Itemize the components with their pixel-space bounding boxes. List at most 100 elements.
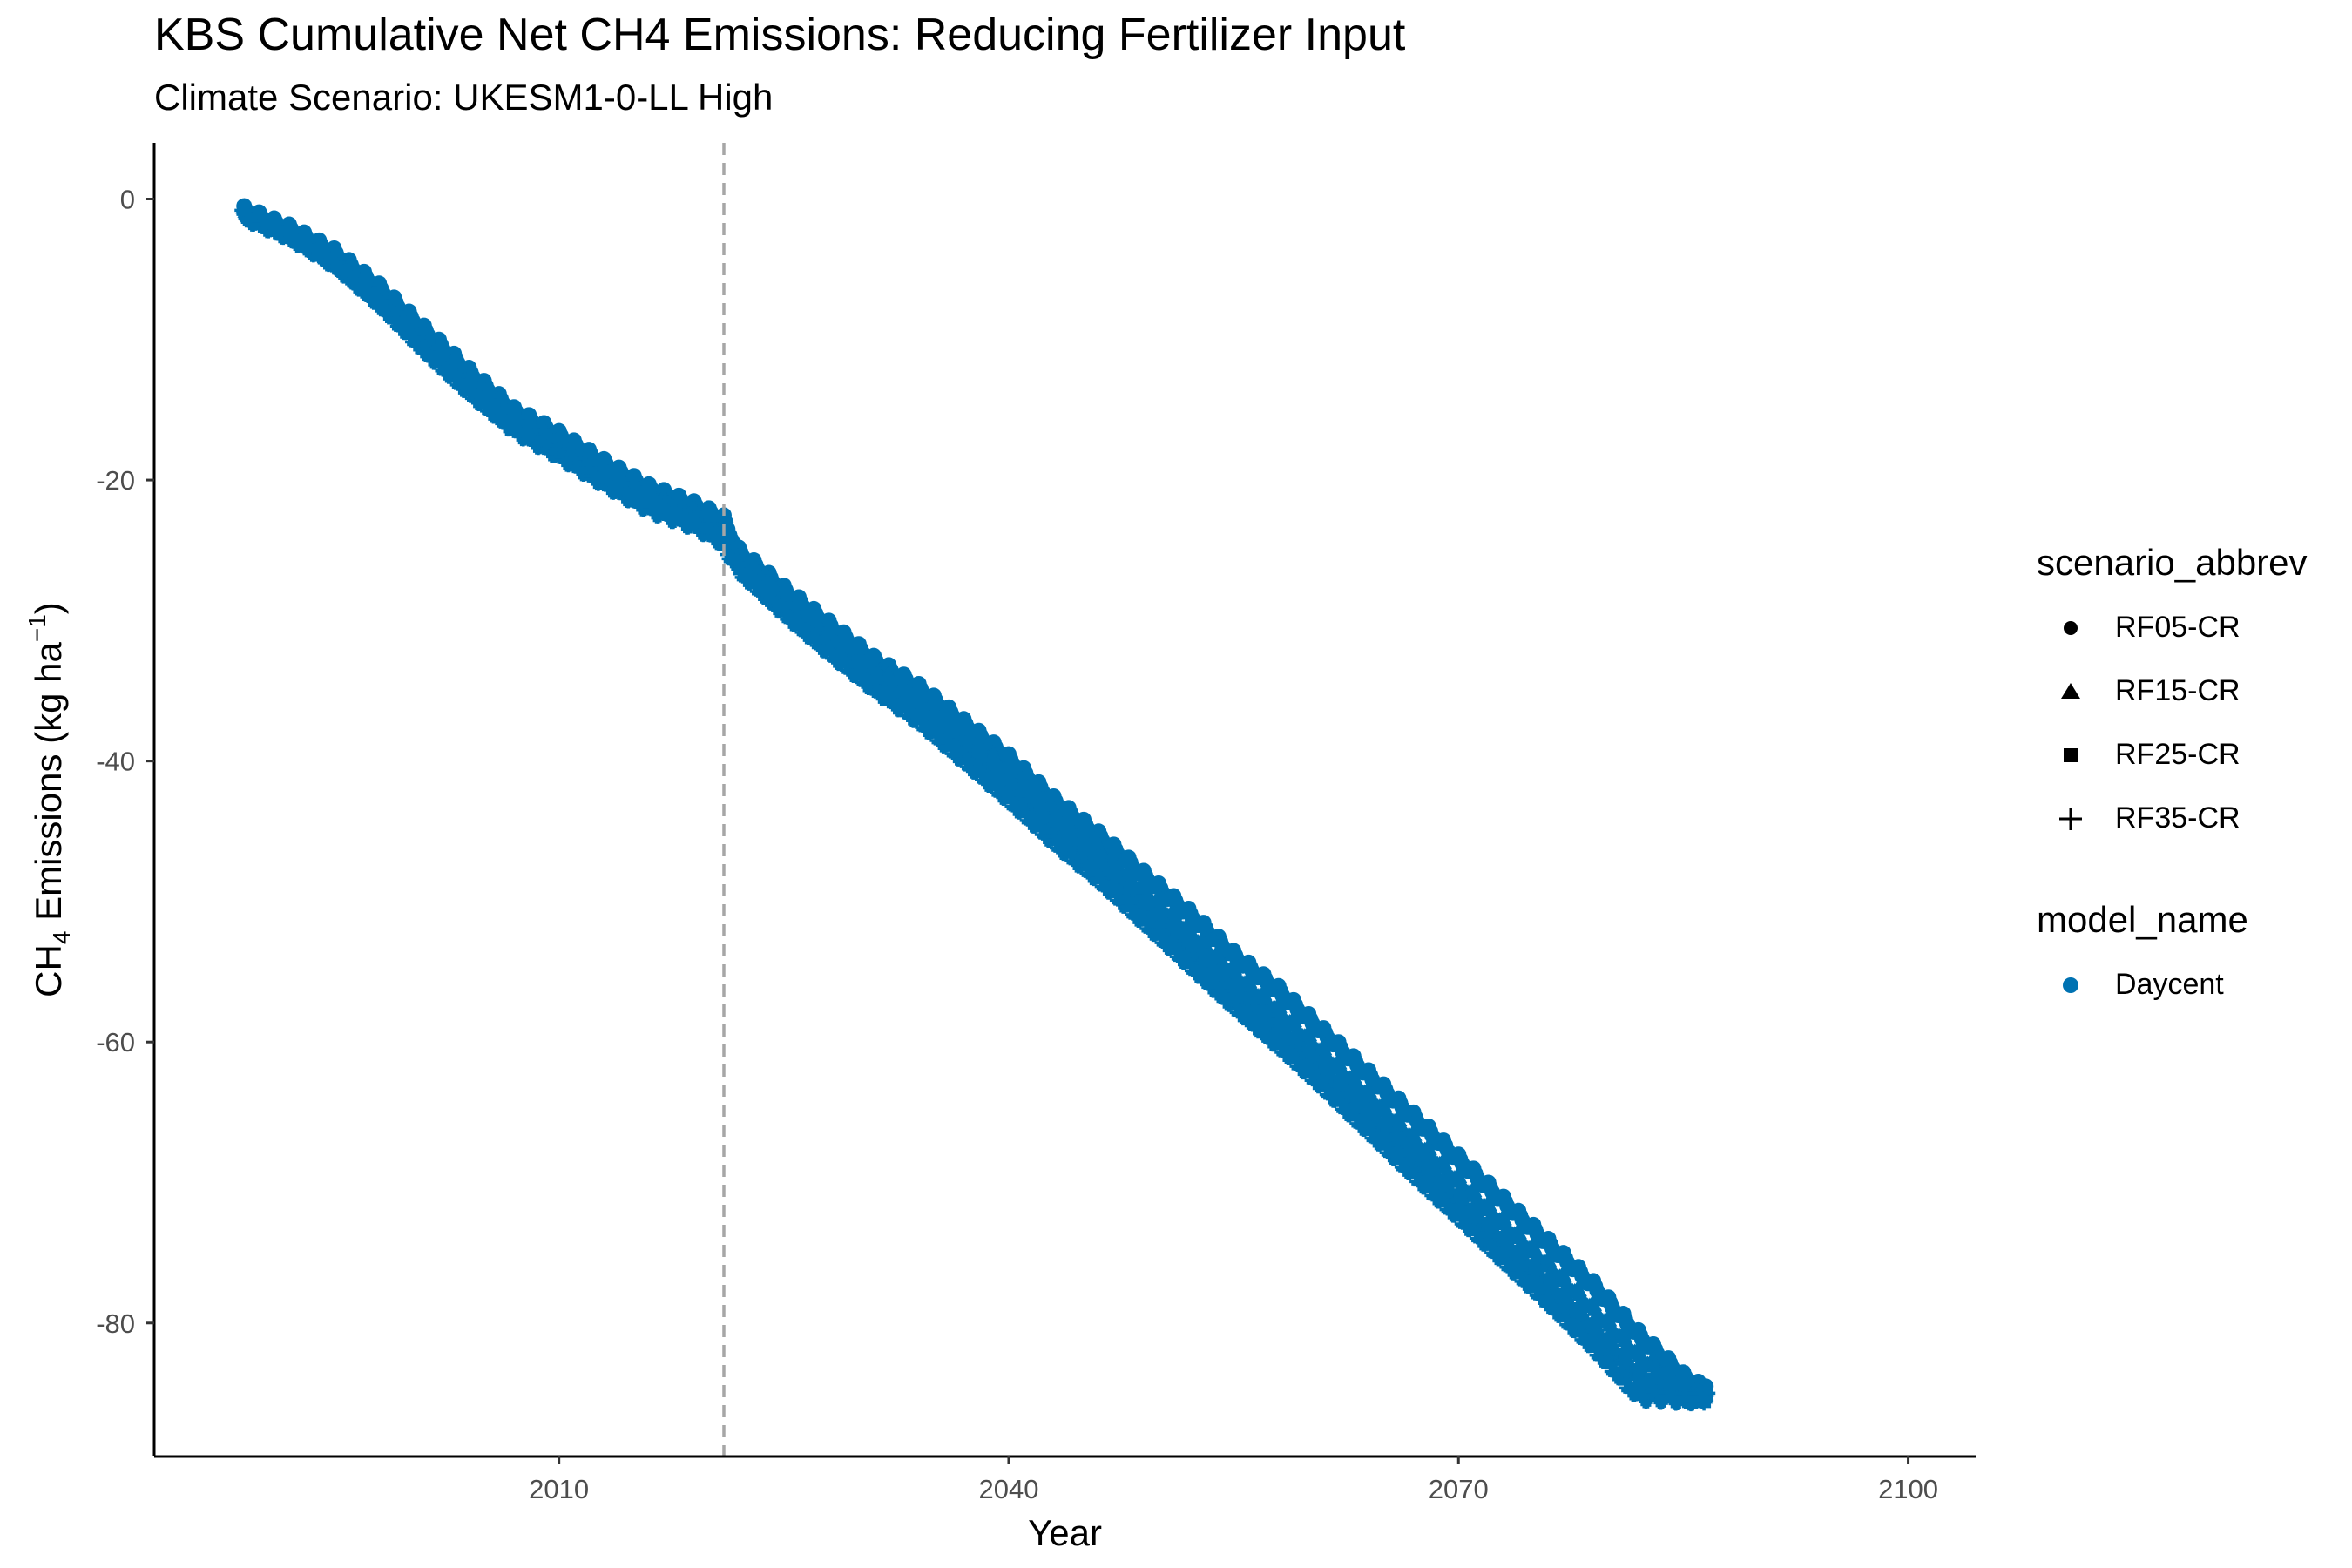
- data-point: [401, 323, 421, 343]
- data-points: [234, 198, 1716, 1412]
- data-point: [564, 449, 584, 469]
- data-point: [1390, 1149, 1410, 1169]
- data-point: [1044, 826, 1064, 846]
- circle-icon: [2049, 606, 2092, 650]
- data-point: [489, 402, 509, 422]
- data-point: [416, 339, 436, 359]
- data-point: [624, 484, 644, 504]
- data-point: [712, 529, 732, 549]
- data-point: [834, 648, 854, 668]
- data-point: [431, 353, 451, 373]
- y-axis-title-prefix: CH: [28, 944, 69, 997]
- data-point: [594, 467, 614, 487]
- data-point: [1525, 1277, 1545, 1297]
- data-point: [504, 414, 524, 434]
- data-point: [1511, 1263, 1531, 1283]
- x-axis-title: Year: [1028, 1512, 1102, 1553]
- legend-label: RF05-CR: [2115, 611, 2240, 644]
- y-tick-label: -60: [96, 1027, 135, 1058]
- data-point: [1465, 1220, 1485, 1240]
- y-axis-title-suffix: ): [28, 602, 69, 614]
- data-point: [459, 376, 479, 396]
- data-point: [294, 229, 314, 249]
- legend-item-daycent: Daycent: [2037, 953, 2333, 1017]
- circle-icon: [2049, 963, 2092, 1007]
- data-point: [279, 220, 299, 240]
- legend-item-rf25: RF25-CR: [2037, 723, 2333, 787]
- legend-label: RF35-CR: [2115, 801, 2240, 835]
- data-point: [1696, 1383, 1716, 1403]
- data-point: [386, 308, 406, 328]
- data-point: [1480, 1234, 1500, 1254]
- triangle-icon: [2049, 670, 2092, 713]
- y-tick-label: 0: [120, 185, 135, 215]
- data-point: [894, 694, 914, 714]
- data-point: [731, 559, 751, 579]
- legend-label: RF25-CR: [2115, 738, 2240, 771]
- chart-subtitle: Climate Scenario: UKESM1-0-LL High: [154, 77, 774, 118]
- x-tick-label: 2100: [1878, 1474, 1938, 1504]
- y-axis-ticks: 0 -20 -40 -60 -80: [96, 185, 154, 1339]
- data-point: [1074, 851, 1094, 871]
- data-point: [1136, 910, 1155, 930]
- data-point: [699, 517, 719, 537]
- data-point: [1450, 1206, 1470, 1226]
- data-point: [1016, 802, 1036, 822]
- data-point: [1286, 1048, 1306, 1068]
- y-axis-title-sub: 4: [48, 931, 75, 945]
- data-point: [1405, 1164, 1425, 1184]
- data-point: [534, 430, 554, 450]
- data-point: [1420, 1178, 1440, 1198]
- data-point: [1496, 1249, 1516, 1269]
- data-point: [1555, 1307, 1575, 1327]
- data-point: [309, 239, 329, 259]
- legend-title-model: model_name: [2037, 899, 2248, 940]
- data-point: [1254, 1016, 1274, 1036]
- data-point: [549, 439, 569, 459]
- data-point: [1330, 1091, 1350, 1111]
- legend: scenario_abbrev RF05-CR RF15-CR RF25-CR …: [2037, 542, 2333, 1017]
- data-point: [1301, 1062, 1321, 1082]
- data-point: [446, 367, 466, 387]
- y-tick-label: -80: [96, 1308, 135, 1339]
- data-point: [1585, 1336, 1605, 1356]
- x-tick-label: 2040: [978, 1474, 1038, 1504]
- legend-label: RF15-CR: [2115, 674, 2240, 707]
- data-point: [1540, 1291, 1560, 1311]
- chart-title: KBS Cumulative Net CH4 Emissions: Reduci…: [154, 10, 1406, 60]
- data-point: [864, 672, 884, 693]
- y-tick-label: -40: [96, 747, 135, 777]
- data-point: [1345, 1105, 1365, 1125]
- data-point: [1091, 868, 1111, 889]
- data-point: [819, 636, 839, 656]
- data-point: [1361, 1120, 1381, 1140]
- square-icon: [2049, 733, 2092, 777]
- x-tick-label: 2010: [529, 1474, 589, 1504]
- x-tick-label: 2070: [1429, 1474, 1489, 1504]
- data-point: [1031, 816, 1051, 836]
- data-point: [1120, 896, 1140, 916]
- x-axis-ticks: 2010 2040 2070 2100: [529, 1456, 1938, 1504]
- data-point: [579, 458, 599, 478]
- y-axis-title: CH4 Emissions (kg ha−1): [24, 602, 75, 997]
- data-point: [1195, 967, 1215, 987]
- legend-item-rf15: RF15-CR: [2037, 659, 2333, 723]
- legend-title-scenario: scenario_abbrev: [2037, 542, 2308, 583]
- data-point: [746, 573, 766, 593]
- legend-item-rf05: RF05-CR: [2037, 596, 2333, 659]
- plus-icon: [2049, 797, 2092, 841]
- data-point: [1151, 924, 1171, 944]
- data-point: [1600, 1353, 1620, 1373]
- data-point: [1001, 788, 1021, 808]
- data-point: [1571, 1321, 1591, 1342]
- data-point: [760, 587, 781, 607]
- data-point: [1166, 939, 1186, 959]
- data-point: [371, 293, 391, 313]
- data-point: [1180, 953, 1200, 973]
- data-point: [1375, 1134, 1396, 1154]
- legend-item-rf35: RF35-CR: [2037, 787, 2333, 850]
- data-point: [684, 510, 704, 530]
- data-point: [474, 389, 494, 409]
- data-point: [1211, 981, 1231, 1001]
- data-point: [519, 422, 539, 443]
